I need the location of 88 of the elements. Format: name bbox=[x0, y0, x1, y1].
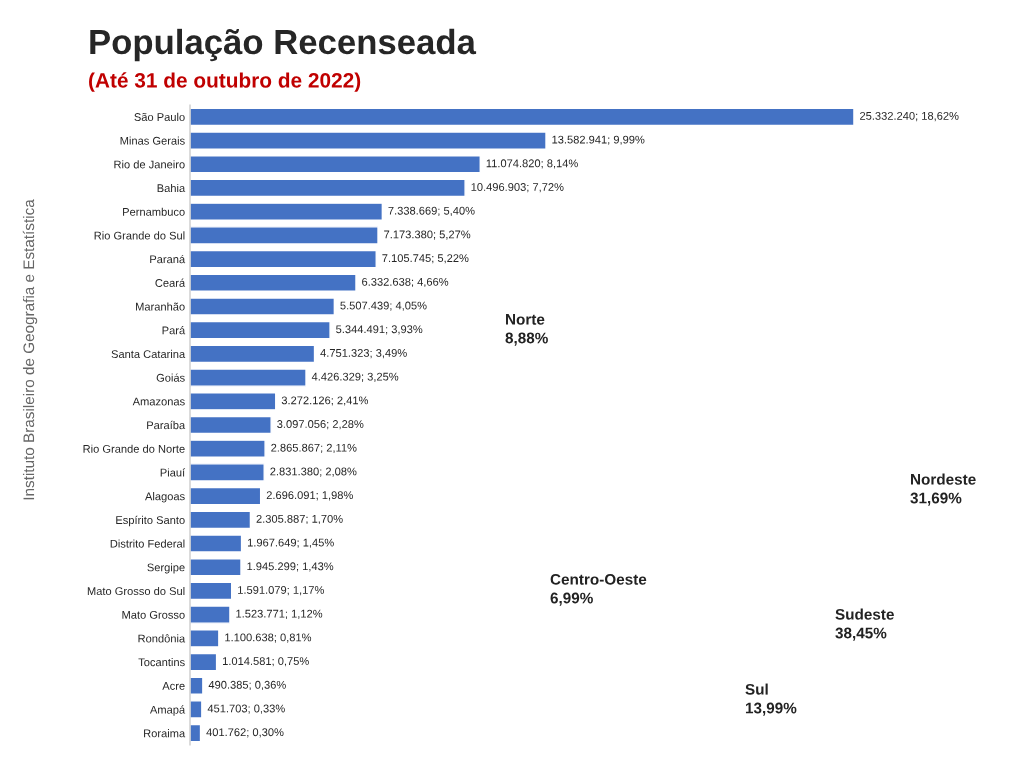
bar bbox=[190, 510, 252, 530]
y-tick-label: Amapá bbox=[149, 705, 186, 716]
y-tick-label: Acre bbox=[162, 682, 185, 690]
data-label: 1.014.581; 0,75% bbox=[222, 657, 309, 667]
data-label: 11.074.820; 8,14% bbox=[486, 159, 578, 169]
data-label: 490.385; 0,36% bbox=[208, 680, 286, 691]
data-label: 3.272.126; 2,41% bbox=[281, 396, 369, 406]
data-label: 5.507.439; 4,05% bbox=[340, 301, 427, 311]
bar bbox=[190, 249, 377, 269]
y-tick-label: Rio de Janeiro bbox=[114, 160, 185, 169]
bar bbox=[190, 439, 266, 458]
chart-title: População Recenseada bbox=[90, 28, 477, 62]
annotation: Centro-Oeste 6,99% bbox=[550, 573, 647, 606]
bar bbox=[190, 273, 357, 293]
bar bbox=[190, 226, 379, 245]
bar bbox=[190, 652, 218, 672]
bar bbox=[190, 605, 231, 624]
bar bbox=[190, 415, 272, 435]
text: Instituto Brasileiro de Geografia e Estatística bbox=[22, 199, 38, 500]
data-label: 7.173.380; 5,27% bbox=[384, 230, 471, 240]
y-tick-label: Minas Gerais bbox=[120, 136, 185, 145]
bar bbox=[190, 107, 855, 127]
data-label: 2.865.867; 2,11% bbox=[271, 443, 357, 453]
y-tick-label: Pernambuco bbox=[123, 207, 185, 216]
data-label: 1.523.771; 1,12% bbox=[236, 609, 323, 619]
y-tick-label: Piauí bbox=[160, 468, 186, 477]
bar bbox=[190, 202, 384, 221]
chart-subtitle: (Até 31 de outubro de 2022) bbox=[89, 72, 361, 92]
y-tick-label: Bahia bbox=[157, 183, 186, 193]
y-tick-label: Pará bbox=[162, 326, 186, 335]
data-label: 1.591.079; 1,17% bbox=[238, 586, 324, 596]
data-label: 4.426.329; 3,25% bbox=[311, 372, 399, 382]
bar bbox=[190, 131, 547, 150]
bar bbox=[190, 676, 204, 695]
y-tick-label: Espírito Santo bbox=[116, 515, 185, 527]
y-tick-label: Paraná bbox=[150, 254, 186, 264]
bar bbox=[190, 463, 265, 482]
y-tick-label: Rio Grande do Sul bbox=[94, 231, 185, 240]
data-label: 3.097.056; 2,28% bbox=[277, 420, 364, 430]
text: Nordeste 31,69% bbox=[910, 473, 976, 506]
data-label: 401.762; 0,30% bbox=[206, 728, 284, 738]
y-tick-label: Goiás bbox=[156, 373, 185, 382]
data-label: 6.332.638; 4,66% bbox=[362, 277, 449, 288]
y-tick-label: Tocantins bbox=[138, 658, 185, 667]
bar bbox=[190, 178, 466, 198]
bar bbox=[190, 486, 262, 506]
annotation: Sul 13,99% bbox=[745, 683, 797, 716]
data-label: 2.305.887; 1,70% bbox=[256, 514, 343, 525]
y-tick-label: Santa Catarina bbox=[111, 349, 186, 359]
y-tick-label: Amazonas bbox=[132, 397, 185, 406]
annotation: Norte 8,88% bbox=[505, 314, 548, 346]
bar bbox=[190, 344, 316, 364]
bar bbox=[190, 629, 220, 648]
y-tick-label: Mato Grosso do Sul bbox=[87, 586, 185, 596]
data-label: 25.332.240; 18,62% bbox=[860, 111, 959, 122]
y-tick-label: Mato Grosso bbox=[122, 610, 185, 619]
data-label: 13.582.941; 9,99% bbox=[552, 135, 645, 145]
data-label: 7.338.669; 5,40% bbox=[388, 206, 475, 216]
annotation: Sudeste 38,45% bbox=[835, 608, 894, 641]
data-label: 1.100.638; 0,81% bbox=[225, 633, 312, 643]
bar bbox=[190, 320, 331, 340]
bar bbox=[190, 392, 277, 411]
data-label: 2.831.380; 2,08% bbox=[270, 467, 357, 477]
data-label: 2.696.091; 1,98% bbox=[266, 491, 353, 501]
data-label: 1.945.299; 1,43% bbox=[247, 562, 334, 572]
bar bbox=[190, 297, 336, 316]
data-label: 451.703; 0,33% bbox=[207, 704, 285, 714]
y-tick-label: Maranhão bbox=[136, 302, 185, 311]
data-label: 1.967.649; 1,45% bbox=[247, 538, 334, 548]
y-tick-label: Paraíba bbox=[147, 420, 186, 430]
y-tick-label: São Paulo bbox=[134, 112, 185, 121]
y-tick-label: Sergipe bbox=[147, 563, 185, 574]
data-label: 10.496.903; 7,72% bbox=[471, 183, 564, 193]
data-label: 5.344.491; 3,93% bbox=[336, 325, 423, 335]
y-tick-label: Alagoas bbox=[145, 492, 185, 503]
y-tick-label: Distrito Federal bbox=[110, 539, 185, 548]
y-tick-label: Rondônia bbox=[138, 634, 186, 643]
data-label: 7.105.745; 5,22% bbox=[382, 254, 469, 264]
y-tick-label: Rio Grande do Norte bbox=[83, 444, 185, 453]
bar bbox=[190, 581, 233, 601]
y-tick-label: Ceará bbox=[155, 278, 186, 287]
bar bbox=[190, 557, 242, 577]
bar bbox=[190, 534, 243, 553]
bar bbox=[190, 155, 481, 174]
data-label: 4.751.323; 3,49% bbox=[320, 349, 407, 359]
y-tick-label: Roraima bbox=[144, 729, 186, 738]
bar bbox=[190, 700, 203, 719]
bar bbox=[190, 368, 307, 387]
